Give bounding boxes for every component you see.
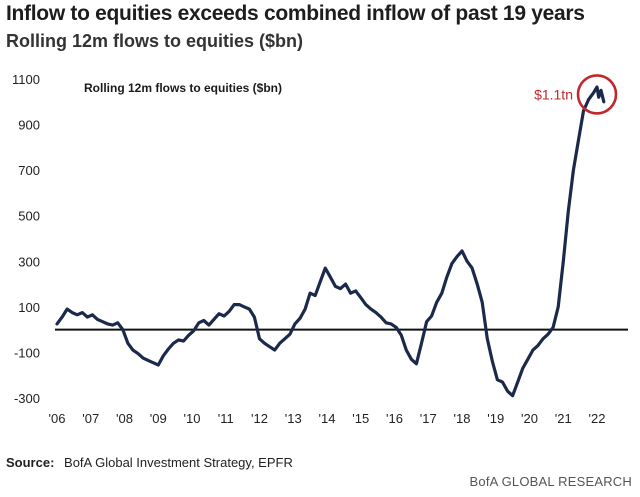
x-tick-label: '18 (454, 411, 471, 426)
x-tick-label: '15 (352, 411, 369, 426)
y-tick-label: -300 (14, 391, 40, 406)
x-tick-label: '11 (218, 411, 234, 426)
y-tick-label: 900 (18, 118, 40, 133)
line-chart: 1100 900 700 500 300 100 -100 -300 '06 '07 '08 '09… (12, 72, 628, 426)
y-tick-label: 700 (18, 163, 40, 178)
y-tick-label: -100 (14, 345, 40, 360)
x-tick-label: '20 (521, 411, 538, 426)
inner-chart-title: Rolling 12m flows to equities ($bn) (84, 81, 282, 95)
brand-logo-text: BofA GLOBAL RESEARCH (469, 474, 632, 489)
x-tick-label: '22 (589, 411, 606, 426)
x-tick-label: '16 (386, 411, 403, 426)
y-tick-label: 100 (18, 300, 40, 315)
peak-annotation: $1.1tn (534, 86, 573, 102)
y-tick-label: 500 (18, 209, 40, 224)
x-tick-label: '12 (251, 411, 268, 426)
x-tick-label: '17 (420, 411, 437, 426)
highlight-circle (576, 74, 618, 115)
x-axis-ticks: '06 '07 '08 '09 '10 '11 '12 '13 '14 '15 '16 '17 '18 '… (49, 411, 606, 426)
x-tick-label: '10 (184, 411, 201, 426)
chart-subtitle: Rolling 12m flows to equities ($bn) (6, 31, 304, 51)
source-text: BofA Global Investment Strategy, EPFR (64, 455, 293, 470)
x-tick-label: '09 (150, 411, 167, 426)
y-tick-label: 1100 (12, 72, 40, 87)
y-tick-label: 300 (18, 254, 40, 269)
x-tick-label: '13 (285, 411, 302, 426)
x-tick-label: '07 (82, 411, 99, 426)
x-tick-label: '08 (116, 411, 133, 426)
chart-title: Inflow to equities exceeds combined infl… (6, 2, 585, 25)
source-note: Source: BofA Global Investment Strategy,… (6, 455, 293, 470)
source-label: Source: (6, 455, 55, 470)
x-tick-label: '14 (319, 411, 336, 426)
series-line (55, 85, 606, 398)
x-tick-label: '19 (487, 411, 504, 426)
x-tick-label: '06 (49, 411, 66, 426)
y-axis-ticks: 1100 900 700 500 300 100 -100 -300 (12, 72, 40, 406)
x-tick-label: '21 (555, 411, 572, 426)
